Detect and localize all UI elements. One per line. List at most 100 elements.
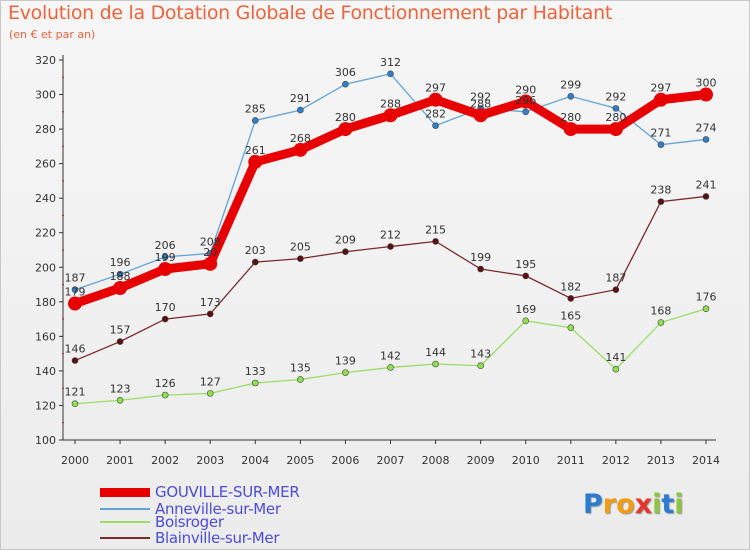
data-point-blainville-sur-mer xyxy=(522,272,530,280)
x-tick-label: 2004 xyxy=(241,454,269,467)
data-label-blainville-sur-mer: 170 xyxy=(155,301,176,314)
legend-item-boisroger: Boisroger xyxy=(100,513,224,531)
data-label-anneville-sur-mer: 292 xyxy=(605,90,626,103)
y-tick-label: 160 xyxy=(35,330,56,343)
data-point-anneville-sur-mer xyxy=(432,122,439,129)
axis-layer: 1001201401601802002202402602803003202000… xyxy=(35,54,720,467)
data-label-blainville-sur-mer: 187 xyxy=(605,272,626,285)
data-label-gouville-sur-mer: 300 xyxy=(696,77,717,90)
legend-label-blainville: Blainville-sur-Mer xyxy=(155,529,280,547)
legend-swatch-boisroger xyxy=(100,521,150,523)
logo-letter: x xyxy=(634,489,653,520)
data-point-boisroger xyxy=(567,324,575,332)
data-label-blainville-sur-mer: 209 xyxy=(335,234,356,247)
data-label-boisroger: 144 xyxy=(425,346,446,359)
data-point-gouville-sur-mer xyxy=(428,92,443,107)
data-point-anneville-sur-mer xyxy=(251,117,259,124)
data-label-boisroger: 169 xyxy=(515,303,536,316)
data-label-boisroger: 127 xyxy=(200,375,221,388)
data-point-blainville-sur-mer xyxy=(702,193,710,200)
data-label-anneville-sur-mer: 196 xyxy=(110,256,131,269)
data-label-blainville-sur-mer: 173 xyxy=(200,296,221,309)
data-point-gouville-sur-mer xyxy=(699,87,713,102)
data-label-anneville-sur-mer: 299 xyxy=(560,78,581,91)
legend-swatch-anneville xyxy=(100,508,150,510)
y-tick-label: 180 xyxy=(35,296,56,309)
data-label-gouville-sur-mer: 297 xyxy=(425,82,446,95)
proxiti-logo: Proxiti xyxy=(583,489,684,520)
data-label-blainville-sur-mer: 195 xyxy=(515,258,536,271)
data-point-gouville-sur-mer xyxy=(338,122,353,137)
data-point-boisroger xyxy=(387,364,394,371)
data-label-gouville-sur-mer: 179 xyxy=(65,286,86,299)
data-label-anneville-sur-mer: 296 xyxy=(515,94,536,107)
x-tick-label: 2005 xyxy=(286,454,314,467)
data-label-boisroger: 139 xyxy=(335,355,356,368)
data-point-gouville-sur-mer xyxy=(203,256,218,271)
x-tick-label: 2008 xyxy=(422,454,450,467)
data-label-boisroger: 168 xyxy=(650,305,671,318)
data-point-anneville-sur-mer xyxy=(297,106,304,114)
data-label-blainville-sur-mer: 212 xyxy=(380,229,401,242)
data-point-blainville-sur-mer xyxy=(657,198,665,205)
data-label-gouville-sur-mer: 288 xyxy=(380,97,401,110)
data-point-blainville-sur-mer xyxy=(477,265,484,273)
y-tick-label: 120 xyxy=(35,399,56,412)
data-label-boisroger: 126 xyxy=(155,377,176,390)
data-point-boisroger xyxy=(206,390,214,397)
data-point-gouville-sur-mer xyxy=(608,122,623,137)
data-label-anneville-sur-mer: 208 xyxy=(200,235,221,248)
data-point-boisroger xyxy=(297,376,304,383)
legend-swatch-blainville xyxy=(100,537,150,539)
data-point-anneville-sur-mer xyxy=(612,105,620,112)
data-point-anneville-sur-mer xyxy=(161,253,169,261)
x-tick-label: 2011 xyxy=(557,454,585,467)
chart-title: Evolution de la Dotation Globale de Fonc… xyxy=(8,2,613,24)
data-label-boisroger: 133 xyxy=(245,365,266,378)
data-label-gouville-sur-mer: 288 xyxy=(470,97,491,110)
data-label-blainville-sur-mer: 203 xyxy=(245,244,266,257)
data-label-anneville-sur-mer: 312 xyxy=(380,56,401,69)
data-point-blainville-sur-mer xyxy=(206,310,214,318)
data-label-boisroger: 121 xyxy=(65,386,86,399)
data-label-blainville-sur-mer: 205 xyxy=(290,241,311,254)
legend-label-gouville: GOUVILLE-SUR-MER xyxy=(155,483,300,501)
data-point-anneville-sur-mer xyxy=(522,108,530,116)
data-point-boisroger xyxy=(116,396,124,404)
logo-letter: P xyxy=(583,489,603,520)
data-point-anneville-sur-mer xyxy=(657,141,665,148)
legend-label-boisroger: Boisroger xyxy=(155,513,224,531)
data-label-gouville-sur-mer: 280 xyxy=(335,111,356,124)
legend-item-blainville: Blainville-sur-Mer xyxy=(100,529,280,547)
data-label-blainville-sur-mer: 199 xyxy=(470,251,491,264)
data-point-blainville-sur-mer xyxy=(71,357,79,364)
data-label-blainville-sur-mer: 238 xyxy=(650,184,671,197)
data-point-anneville-sur-mer xyxy=(116,270,124,278)
data-point-gouville-sur-mer xyxy=(248,154,263,169)
data-label-gouville-sur-mer: 261 xyxy=(245,144,266,157)
x-tick-label: 2001 xyxy=(106,454,134,467)
data-point-gouville-sur-mer xyxy=(518,94,533,109)
y-tick-label: 140 xyxy=(35,365,56,378)
data-point-blainville-sur-mer xyxy=(342,248,349,256)
x-tick-label: 2009 xyxy=(467,454,495,467)
logo-letter: o xyxy=(616,489,635,520)
x-tick-label: 2007 xyxy=(377,454,405,467)
data-point-blainville-sur-mer xyxy=(116,338,124,345)
data-point-gouville-sur-mer xyxy=(113,281,128,295)
data-label-boisroger: 142 xyxy=(380,349,401,362)
data-label-blainville-sur-mer: 157 xyxy=(110,324,131,337)
legend-item-gouville: GOUVILLE-SUR-MER xyxy=(100,483,300,501)
data-label-boisroger: 135 xyxy=(290,362,311,375)
data-point-boisroger xyxy=(612,365,620,373)
y-tick-label: 280 xyxy=(35,123,56,136)
data-point-boisroger xyxy=(71,400,79,408)
x-tick-label: 2014 xyxy=(692,454,720,467)
logo-letter: r xyxy=(602,489,617,520)
data-label-anneville-sur-mer: 206 xyxy=(155,239,176,252)
y-tick-label: 240 xyxy=(35,192,56,205)
data-label-anneville-sur-mer: 292 xyxy=(470,90,491,103)
data-label-anneville-sur-mer: 282 xyxy=(425,108,446,121)
data-point-boisroger xyxy=(477,362,484,370)
